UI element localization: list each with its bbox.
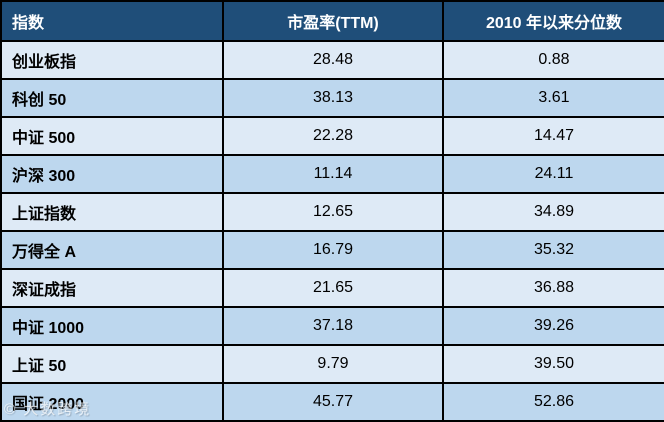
- header-row: 指数 市盈率(TTM) 2010 年以来分位数: [0, 0, 664, 42]
- table-row: 沪深 300 11.14 24.11: [0, 154, 664, 194]
- index-name-cell: 万得全 A: [0, 230, 224, 270]
- pct-cell: 34.89: [442, 192, 664, 232]
- pe-cell: 37.18: [222, 306, 444, 346]
- table-row: 上证 50 9.79 39.50: [0, 344, 664, 384]
- index-name-cell: 中证 500: [0, 116, 224, 156]
- index-name-cell: 上证指数: [0, 192, 224, 232]
- index-name-cell: 中证 1000: [0, 306, 224, 346]
- index-name-cell: 沪深 300: [0, 154, 224, 194]
- table-row: 创业板指 28.48 0.88: [0, 40, 664, 80]
- pe-cell: 21.65: [222, 268, 444, 308]
- table-body: 创业板指 28.48 0.88 科创 50 38.13 3.61 中证 500 …: [0, 40, 664, 422]
- pe-cell: 45.77: [222, 382, 444, 422]
- pe-cell: 38.13: [222, 78, 444, 118]
- pct-cell: 52.86: [442, 382, 664, 422]
- table-row: 万得全 A 16.79 35.32: [0, 230, 664, 270]
- table-row: 深证成指 21.65 36.88: [0, 268, 664, 308]
- pe-cell: 22.28: [222, 116, 444, 156]
- pct-cell: 35.32: [442, 230, 664, 270]
- pe-cell: 11.14: [222, 154, 444, 194]
- pct-cell: 36.88: [442, 268, 664, 308]
- pe-cell: 9.79: [222, 344, 444, 384]
- index-name-cell: 科创 50: [0, 78, 224, 118]
- header-percentile-since-2010: 2010 年以来分位数: [442, 0, 664, 42]
- pct-cell: 3.61: [442, 78, 664, 118]
- header-index: 指数: [0, 0, 224, 42]
- index-name-cell: 深证成指: [0, 268, 224, 308]
- table-header: 指数 市盈率(TTM) 2010 年以来分位数: [0, 0, 664, 42]
- table-row: 中证 1000 37.18 39.26: [0, 306, 664, 346]
- header-pe-ttm: 市盈率(TTM): [222, 0, 444, 42]
- pct-cell: 0.88: [442, 40, 664, 80]
- index-name-cell: 创业板指: [0, 40, 224, 80]
- pct-cell: 14.47: [442, 116, 664, 156]
- pe-cell: 28.48: [222, 40, 444, 80]
- table-row: 科创 50 38.13 3.61: [0, 78, 664, 118]
- table-row: 国证 2000 45.77 52.86: [0, 382, 664, 422]
- pct-cell: 24.11: [442, 154, 664, 194]
- pct-cell: 39.50: [442, 344, 664, 384]
- index-name-cell: 上证 50: [0, 344, 224, 384]
- index-name-cell: 国证 2000: [0, 382, 224, 422]
- table-row: 中证 500 22.28 14.47: [0, 116, 664, 156]
- table-row: 上证指数 12.65 34.89: [0, 192, 664, 232]
- pe-cell: 12.65: [222, 192, 444, 232]
- pct-cell: 39.26: [442, 306, 664, 346]
- pe-cell: 16.79: [222, 230, 444, 270]
